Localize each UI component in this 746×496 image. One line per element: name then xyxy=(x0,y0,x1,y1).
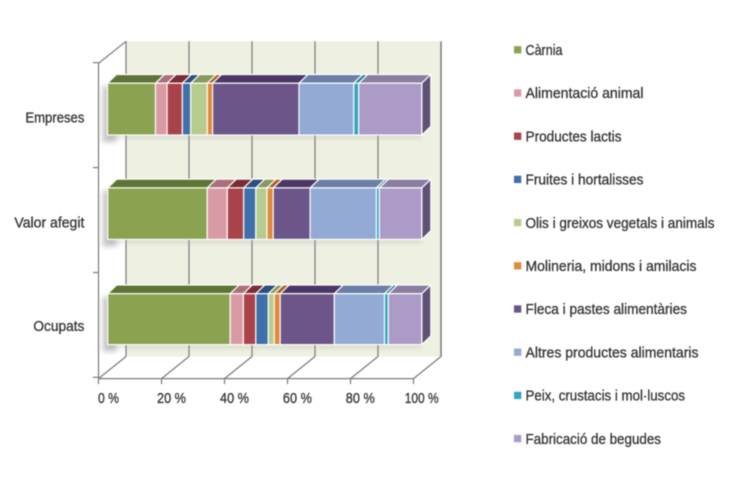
svg-text:Empreses: Empreses xyxy=(25,109,84,126)
svg-text:Molineria, midons i amilacis: Molineria, midons i amilacis xyxy=(526,258,697,275)
svg-text:Fleca i pastes alimentàries: Fleca i pastes alimentàries xyxy=(526,301,688,318)
svg-text:Altres productes alimentaris: Altres productes alimentaris xyxy=(526,344,699,361)
svg-text:Olis i greixos vegetals i anim: Olis i greixos vegetals i animals xyxy=(526,215,715,232)
svg-text:Productes lactis: Productes lactis xyxy=(526,128,622,145)
svg-text:Càrnia: Càrnia xyxy=(526,42,564,59)
svg-text:Fruites i hortalisses: Fruites i hortalisses xyxy=(526,172,644,189)
svg-text:100 %: 100 % xyxy=(405,390,439,407)
svg-text:Alimentació animal: Alimentació animal xyxy=(526,85,644,102)
svg-text:0 %: 0 % xyxy=(98,390,119,407)
svg-text:80 %: 80 % xyxy=(346,390,375,407)
svg-text:60 %: 60 % xyxy=(283,390,312,407)
svg-text:Ocupats: Ocupats xyxy=(33,318,84,335)
svg-text:20 %: 20 % xyxy=(157,390,186,407)
svg-text:40 %: 40 % xyxy=(220,390,249,407)
svg-text:Peix, crustacis i mol·luscos: Peix, crustacis i mol·luscos xyxy=(526,388,686,405)
svg-text:Valor afegit: Valor afegit xyxy=(14,214,85,231)
svg-text:Fabricació de begudes: Fabricació de begudes xyxy=(526,431,662,448)
